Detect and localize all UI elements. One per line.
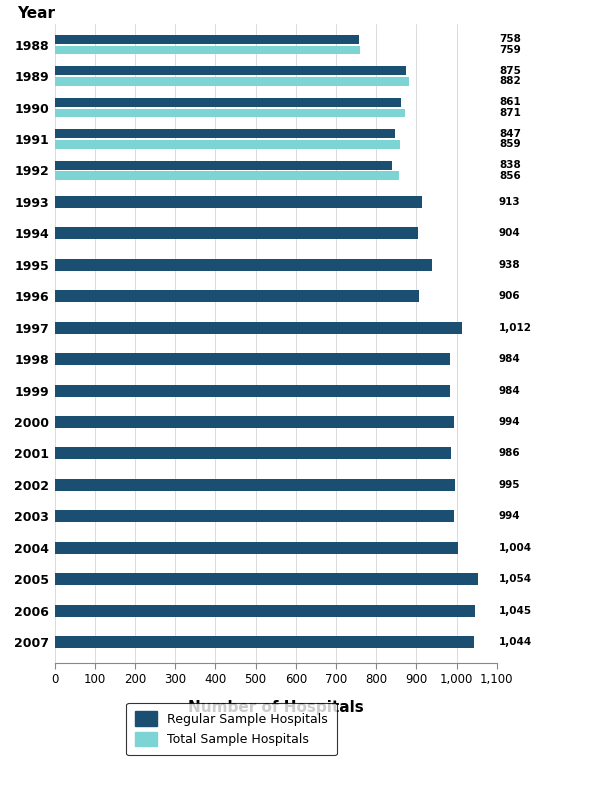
- Text: 906: 906: [499, 291, 521, 301]
- Legend: Regular Sample Hospitals, Total Sample Hospitals: Regular Sample Hospitals, Total Sample H…: [126, 703, 337, 755]
- Bar: [55, 196, 422, 208]
- Text: 1,004: 1,004: [499, 543, 532, 553]
- Text: 759: 759: [499, 45, 521, 55]
- Bar: [55, 385, 450, 397]
- Text: 875: 875: [499, 65, 521, 76]
- Bar: [55, 77, 409, 86]
- Text: 984: 984: [499, 385, 521, 396]
- Bar: [55, 604, 475, 617]
- Bar: [55, 161, 391, 170]
- Text: 938: 938: [499, 260, 521, 270]
- Bar: [55, 448, 451, 460]
- Text: 838: 838: [499, 160, 521, 170]
- Bar: [55, 511, 455, 522]
- Text: 1,045: 1,045: [499, 606, 532, 616]
- Text: 861: 861: [499, 97, 521, 107]
- Text: 871: 871: [499, 108, 521, 118]
- Text: 913: 913: [499, 197, 521, 207]
- Bar: [55, 542, 458, 553]
- Text: 859: 859: [499, 139, 521, 149]
- Text: 758: 758: [499, 34, 521, 44]
- Bar: [55, 416, 455, 428]
- Bar: [55, 45, 360, 54]
- Bar: [55, 66, 407, 75]
- Bar: [55, 129, 395, 138]
- Bar: [55, 140, 400, 149]
- Bar: [55, 35, 359, 44]
- Text: 904: 904: [499, 229, 521, 238]
- Text: 1,012: 1,012: [499, 322, 532, 333]
- Bar: [55, 636, 474, 648]
- Text: 847: 847: [499, 128, 521, 139]
- Text: Year: Year: [17, 6, 55, 21]
- Text: 856: 856: [499, 170, 521, 181]
- Text: 986: 986: [499, 448, 521, 458]
- Bar: [55, 353, 450, 365]
- Text: 1,044: 1,044: [499, 638, 532, 647]
- Bar: [55, 108, 405, 117]
- Text: 995: 995: [499, 480, 521, 490]
- Text: 984: 984: [499, 354, 521, 364]
- Bar: [55, 227, 418, 239]
- Bar: [55, 573, 478, 585]
- Bar: [55, 290, 419, 302]
- Bar: [55, 98, 401, 107]
- Bar: [55, 322, 462, 334]
- Text: 994: 994: [499, 417, 521, 427]
- Text: 994: 994: [499, 511, 521, 521]
- Bar: [55, 259, 431, 271]
- Bar: [55, 479, 455, 491]
- X-axis label: Number of Hospitals: Number of Hospitals: [188, 700, 364, 715]
- Text: 882: 882: [499, 77, 521, 86]
- Text: 1,054: 1,054: [499, 574, 532, 584]
- Bar: [55, 171, 399, 180]
